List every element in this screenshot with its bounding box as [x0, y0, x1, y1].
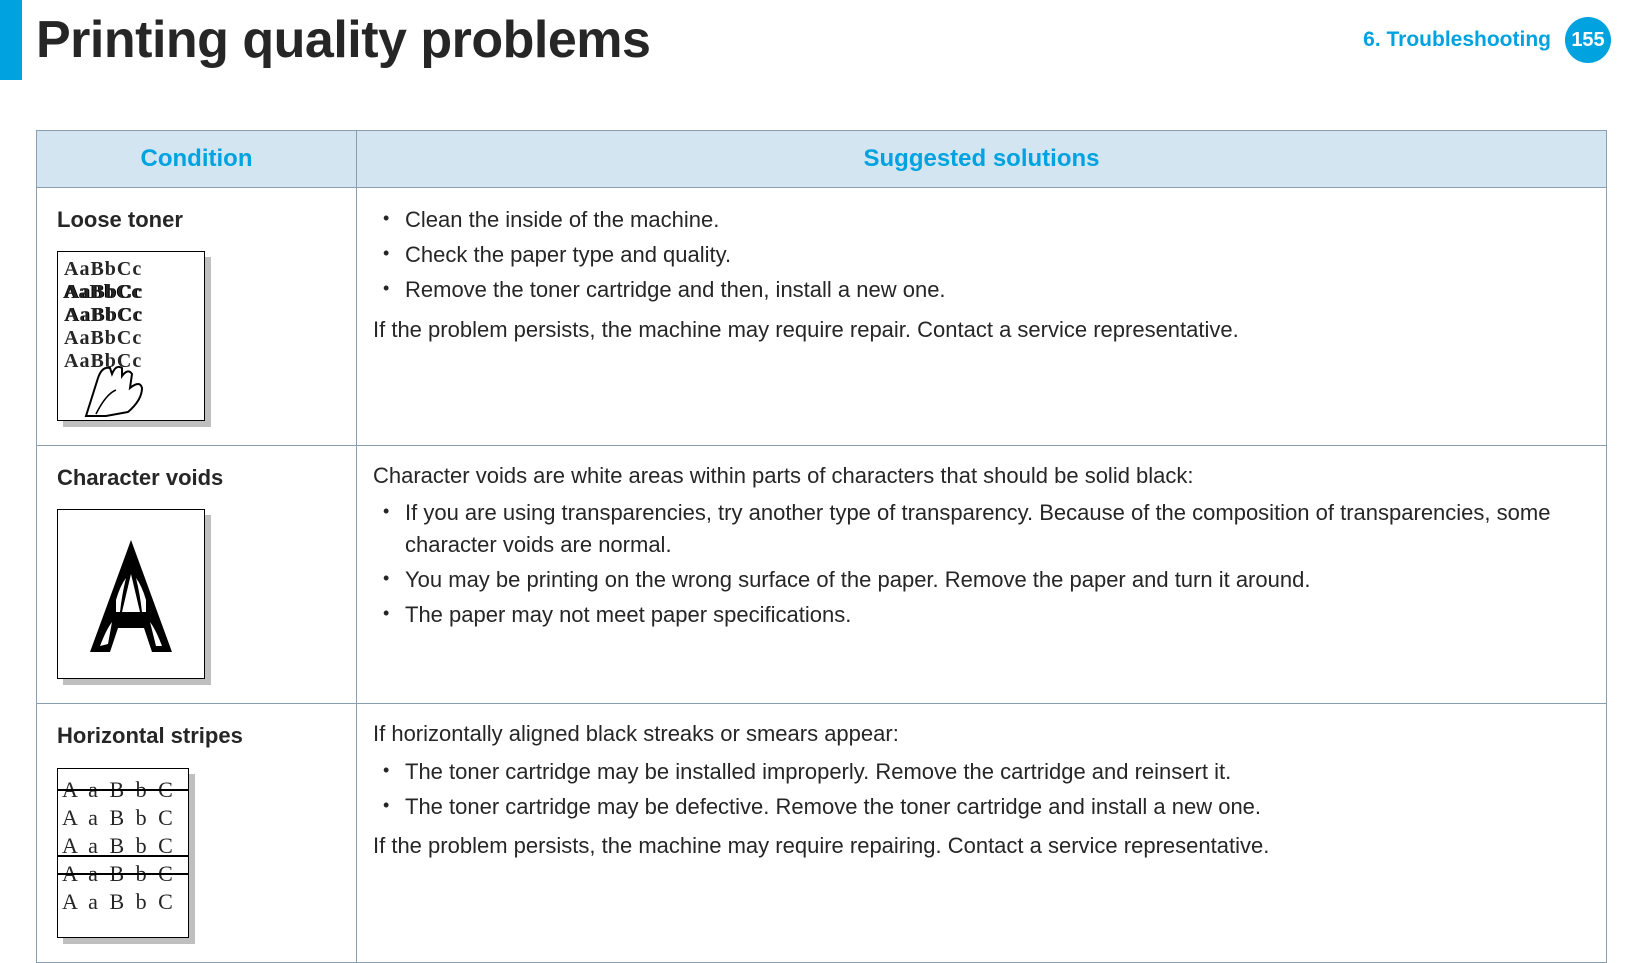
- sample-text-line: A a B b C: [58, 779, 188, 801]
- breadcrumb: 6. Troubleshooting 155: [1363, 17, 1611, 63]
- troubleshooting-table: Condition Suggested solutions Loose tone…: [36, 130, 1607, 963]
- condition-thumb: [57, 509, 211, 685]
- condition-cell: Character voids: [37, 446, 357, 704]
- list-item: Remove the toner cartridge and then, ins…: [401, 274, 1584, 305]
- list-item: The toner cartridge may be installed imp…: [401, 756, 1584, 787]
- sample-text-line: AaBbCc: [64, 304, 204, 327]
- list-item: If you are using transparencies, try ano…: [401, 497, 1584, 559]
- solution-list: If you are using transparencies, try ano…: [373, 497, 1584, 630]
- column-header-solutions: Suggested solutions: [357, 131, 1607, 188]
- sample-text-line: A a B b C: [58, 807, 188, 829]
- page-number-badge: 155: [1565, 17, 1611, 63]
- solution-cell: Clean the inside of the machine. Check t…: [357, 188, 1607, 446]
- page-header: Printing quality problems 6. Troubleshoo…: [0, 0, 1643, 80]
- solution-list: Clean the inside of the machine. Check t…: [373, 204, 1584, 306]
- solution-cell: Character voids are white areas within p…: [357, 446, 1607, 704]
- table-row: Horizontal stripes A a B b C A a B b C A…: [37, 704, 1607, 962]
- sample-text-line: A a B b C: [58, 863, 188, 885]
- solution-outro: If the problem persists, the machine may…: [373, 830, 1584, 861]
- condition-cell: Horizontal stripes A a B b C A a B b C A…: [37, 704, 357, 962]
- condition-thumb: AaBbCc AaBbCc AaBbCc AaBbCc AaBbCc: [57, 251, 211, 427]
- sample-text-line: A a B b C: [58, 891, 188, 913]
- sample-text-line: AaBbCc: [64, 327, 204, 350]
- table-row: Character voids: [37, 446, 1607, 704]
- solution-cell: If horizontally aligned black streaks or…: [357, 704, 1607, 962]
- list-item: Clean the inside of the machine.: [401, 204, 1584, 235]
- column-header-condition: Condition: [37, 131, 357, 188]
- condition-label: Character voids: [57, 462, 334, 493]
- solution-list: The toner cartridge may be installed imp…: [373, 756, 1584, 822]
- solution-outro: If the problem persists, the machine may…: [373, 314, 1584, 345]
- sample-text-line: AaBbCc: [64, 258, 204, 281]
- loose-toner-sample-icon: AaBbCc AaBbCc AaBbCc AaBbCc AaBbCc: [57, 251, 205, 421]
- section-label: 6. Troubleshooting: [1363, 28, 1551, 52]
- list-item: You may be printing on the wrong surface…: [401, 564, 1584, 595]
- list-item: The toner cartridge may be defective. Re…: [401, 791, 1584, 822]
- table-row: Loose toner AaBbCc AaBbCc AaBbCc AaBbCc …: [37, 188, 1607, 446]
- solution-intro: If horizontally aligned black streaks or…: [373, 718, 1584, 749]
- condition-label: Horizontal stripes: [57, 720, 334, 751]
- horizontal-stripes-sample-icon: A a B b C A a B b C A a B b C A a B b C …: [57, 768, 189, 938]
- condition-cell: Loose toner AaBbCc AaBbCc AaBbCc AaBbCc …: [37, 188, 357, 446]
- sample-text-line: A a B b C: [58, 835, 188, 857]
- sample-text-line: AaBbCc: [64, 350, 204, 373]
- page-title: Printing quality problems: [36, 10, 1363, 70]
- list-item: The paper may not meet paper specificati…: [401, 599, 1584, 630]
- page: Printing quality problems 6. Troubleshoo…: [0, 0, 1643, 953]
- condition-thumb: A a B b C A a B b C A a B b C A a B b C …: [57, 768, 195, 944]
- condition-label: Loose toner: [57, 204, 334, 235]
- list-item: Check the paper type and quality.: [401, 239, 1584, 270]
- solution-intro: Character voids are white areas within p…: [373, 460, 1584, 491]
- character-void-sample-icon: [57, 509, 205, 679]
- accent-tab: [0, 0, 22, 80]
- sample-text-line: AaBbCc: [64, 281, 204, 304]
